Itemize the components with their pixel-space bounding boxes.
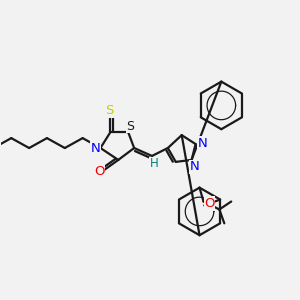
Text: N: N xyxy=(198,136,207,150)
Text: O: O xyxy=(94,165,105,178)
Text: S: S xyxy=(126,120,134,133)
Text: H: H xyxy=(150,158,158,170)
Text: N: N xyxy=(91,142,100,154)
Text: S: S xyxy=(105,104,114,117)
Text: O: O xyxy=(204,197,215,210)
Text: N: N xyxy=(190,160,200,173)
